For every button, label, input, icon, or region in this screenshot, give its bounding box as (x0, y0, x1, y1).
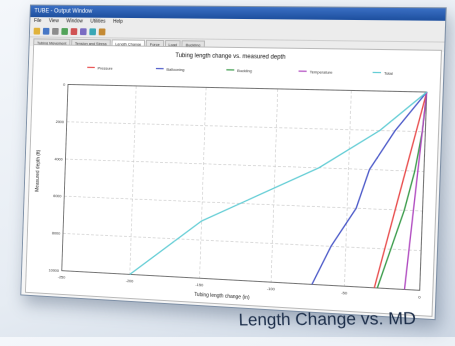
grid-line-x-3 (271, 89, 278, 282)
y-axis-label: Measured depth (ft) (35, 149, 42, 192)
menu-view[interactable]: View (49, 18, 59, 24)
window-title: TUBE - Output Window (34, 8, 92, 14)
menu-help[interactable]: Help (113, 19, 123, 25)
plot-area: Tubing length change vs. measured depth … (25, 44, 442, 317)
legend-label-1: Ballooning (166, 67, 184, 72)
x-tick-label-1: -200 (126, 278, 135, 283)
y-tick-label-0: 0 (63, 82, 66, 87)
table-icon[interactable] (80, 28, 87, 35)
menu-file[interactable]: File (34, 18, 42, 24)
save-icon[interactable] (43, 27, 50, 34)
grid-line-x-4 (344, 90, 351, 286)
grid-line-x-2 (200, 87, 207, 278)
x-tick-label-0: -250 (58, 274, 66, 279)
x-tick-label-2: -150 (195, 282, 204, 288)
y-tick-label-1: 2000 (56, 119, 65, 124)
y-tick-label-2: 4000 (54, 156, 63, 161)
chart-legend: Pressure Ballooning Buckling Temperature Tot… (87, 65, 393, 76)
grid-line-y-4 (63, 233, 421, 250)
help-icon[interactable] (99, 28, 106, 35)
grid-line-x-1 (130, 86, 136, 274)
chart-icon[interactable] (71, 28, 78, 35)
copy-icon[interactable] (61, 28, 68, 35)
zoom-icon[interactable] (89, 28, 96, 35)
open-icon[interactable] (34, 27, 41, 34)
x-tick-label-5: 0 (418, 294, 421, 299)
window-scene: TUBE - Output Window File View Window Ut… (20, 5, 455, 346)
y-tick-label-3: 6000 (53, 193, 62, 198)
menu-window[interactable]: Window (66, 18, 83, 24)
y-tick-label-4: 8000 (52, 230, 61, 235)
grid-line-y-1 (67, 122, 426, 132)
grid-line-y-3 (64, 196, 422, 211)
legend-label-0: Pressure (97, 65, 112, 70)
legend-label-3: Temperature (310, 69, 333, 75)
chart-title: Tubing length change vs. measured depth (175, 53, 285, 61)
plot-frame (62, 84, 427, 290)
x-tick-label-4: -50 (341, 290, 348, 296)
series-line-pressure (374, 91, 426, 290)
caption-text: Length Change vs. MD (238, 309, 416, 331)
x-axis-label: Tubing length change (in) (194, 292, 250, 301)
legend-label-4: Total (384, 70, 393, 75)
chart-axes: -250 -200 -150 -100 -50 0 0 2000 4000 6000 8000 100… (48, 82, 429, 300)
menu-utilities[interactable]: Utilities (90, 19, 105, 25)
chart-svg: Tubing length change vs. measured depth … (26, 45, 441, 316)
chart-grid (62, 84, 427, 290)
chart-series (130, 86, 427, 290)
print-icon[interactable] (52, 27, 59, 34)
x-tick-label-3: -100 (267, 286, 276, 292)
legend-label-2: Buckling (237, 68, 252, 73)
y-tick-label-5: 10000 (49, 267, 60, 273)
output-window: TUBE - Output Window File View Window Ut… (20, 5, 446, 321)
